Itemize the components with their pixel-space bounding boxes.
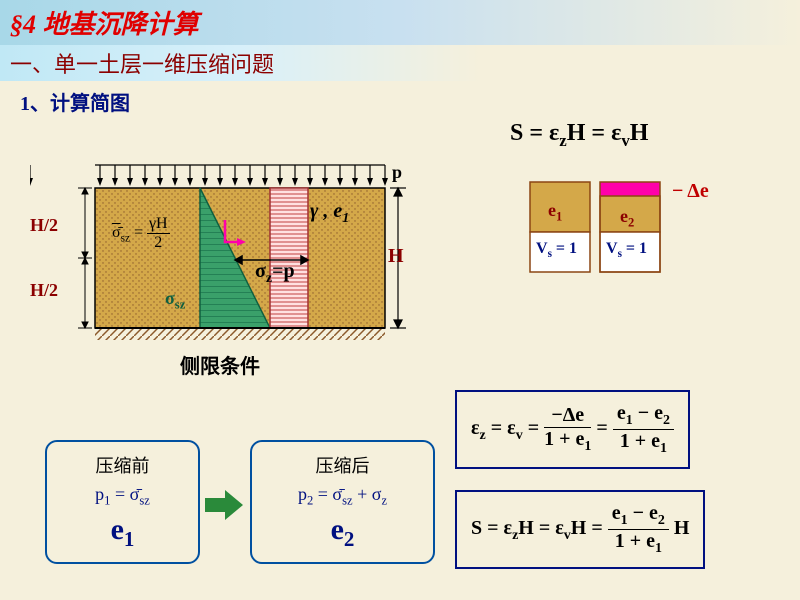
settlement-equation-box: S = εzH = εvH = e1 − e21 + e1 H: [455, 490, 705, 569]
arrow-icon: [205, 490, 245, 525]
gamma-e1-label: γ , e1: [310, 200, 349, 227]
volume-blocks-diagram: e1 e2 Vs = 1 Vs = 1 − Δe: [520, 170, 760, 295]
h-half-top-label: H/2: [30, 215, 58, 236]
sub-heading: 1、计算简图: [0, 81, 800, 122]
sigma-bar-formula: σ̄sz = γH2: [112, 215, 170, 252]
after-compression-box: 压缩后 p2 = σ̄sz + σz e2: [250, 440, 435, 564]
sigma-sz-label: σsz: [165, 288, 185, 313]
svg-text:p: p: [392, 162, 402, 182]
h-right-label: H: [388, 245, 404, 268]
sigma-z-p-label: σz=p: [255, 260, 295, 287]
settlement-equation-top: S = εzH = εvH: [510, 120, 648, 151]
page-title: §4 地基沉降计算: [0, 0, 800, 45]
diagram-caption: 侧限条件: [180, 350, 260, 379]
compression-diagram: p: [30, 160, 410, 380]
strain-equation-box: εz = εv = −Δe1 + e1 = e1 − e21 + e1: [455, 390, 690, 469]
section-heading: 一、单一土层一维压缩问题: [0, 45, 800, 81]
h-half-bot-label: H/2: [30, 280, 58, 301]
before-compression-box: 压缩前 p1 = σ̄sz e1: [45, 440, 200, 564]
